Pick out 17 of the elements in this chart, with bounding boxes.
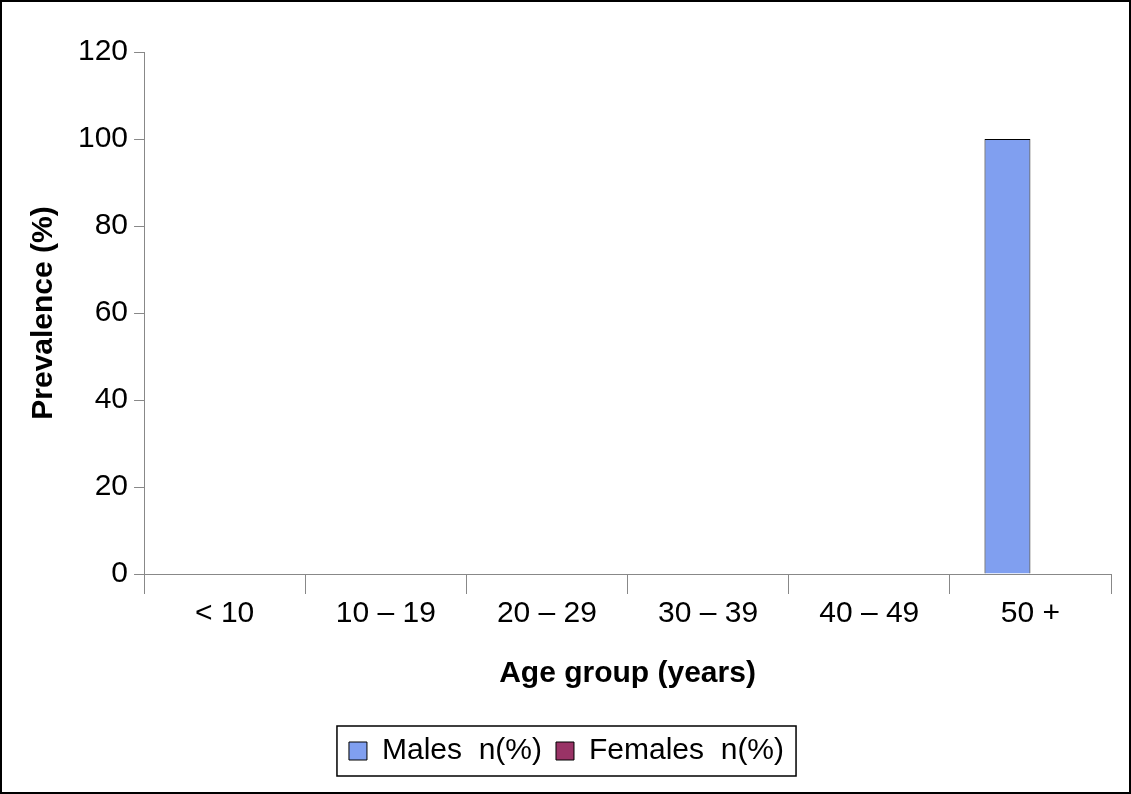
x-tick-label: 50 + bbox=[1000, 595, 1061, 629]
legend-label: Males n(%) bbox=[381, 732, 543, 766]
y-axis-title: Prevalence (%) bbox=[25, 206, 59, 420]
x-tick-label: 30 – 39 bbox=[658, 595, 759, 629]
y-tick-label: 120 bbox=[77, 33, 129, 67]
y-tick-label: 20 bbox=[94, 468, 129, 502]
x-axis-title: Age group (years) bbox=[499, 655, 756, 689]
y-tick-label: 80 bbox=[94, 207, 129, 241]
y-tick-label: 60 bbox=[94, 294, 129, 328]
x-tick-label: 40 – 49 bbox=[819, 595, 920, 629]
legend-label: Females n(%) bbox=[589, 732, 785, 766]
x-tick-label: 20 – 29 bbox=[496, 595, 597, 629]
y-tick-label: 0 bbox=[111, 555, 129, 589]
x-tick-label: 10 – 19 bbox=[335, 595, 436, 629]
y-tick-label: 40 bbox=[94, 381, 129, 415]
y-tick-label: 100 bbox=[77, 120, 129, 154]
x-tick-label: < 10 bbox=[195, 595, 255, 629]
